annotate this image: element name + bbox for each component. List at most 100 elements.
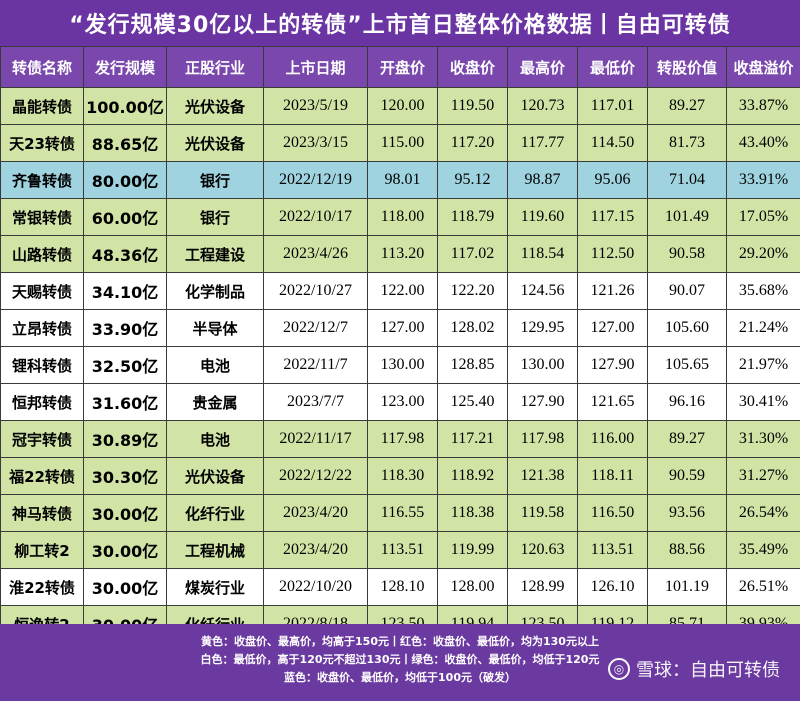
legend: 黄色：收盘价、最高价，均高于150元丨红色：收盘价、最低价，均为130元以上 白… [0,624,800,701]
table-cell: 89.27 [647,420,727,458]
table-cell: 130.00 [367,346,438,384]
legend-line-1: 黄色：收盘价、最高价，均高于150元丨红色：收盘价、最低价，均为130元以上 [201,635,599,648]
table-cell: 2023/4/20 [263,531,368,569]
table-cell: 95.12 [437,161,508,199]
table-cell: 96.16 [647,383,727,421]
column-header: 收盘溢价 [726,46,800,88]
table-cell: 2022/10/17 [263,198,368,236]
table-cell: 113.20 [367,235,438,273]
watermark: ◎ 雪球：自由可转债 [608,656,780,682]
table-cell: 122.00 [367,272,438,310]
table-cell: 33.87% [726,87,800,125]
table-cell: 121.65 [577,383,648,421]
data-table: 转债名称 发行规模 正股行业 上市日期 开盘价 收盘价 最高价 最低价 转股价值 收盘溢价 晶能转… [0,46,800,643]
table-cell: 101.49 [647,198,727,236]
table-cell: 光伏设备 [166,124,264,162]
watermark-text: 雪球：自由可转债 [636,660,780,681]
table-cell: 2023/3/15 [263,124,368,162]
table-cell: 31.60亿 [83,383,167,421]
table-cell: 工程机械 [166,531,264,569]
table-cell: 128.02 [437,309,508,347]
table-cell: 117.02 [437,235,508,273]
table-cell: 127.90 [507,383,578,421]
table-cell: 山路转债 [0,235,84,273]
table-cell: 34.10亿 [83,272,167,310]
table-cell: 105.60 [647,309,727,347]
table-cell: 26.54% [726,494,800,532]
table-cell: 128.85 [437,346,508,384]
table-cell: 118.38 [437,494,508,532]
table-cell: 100.00亿 [83,87,167,125]
column-header: 最高价 [507,46,578,88]
table-cell: 30.00亿 [83,494,167,532]
table-cell: 齐鲁转债 [0,161,84,199]
table-row: 天23转债 88.65亿 光伏设备 2023/3/15 115.00 117.20 117.… [0,124,800,162]
table-cell: 120.00 [367,87,438,125]
xueqiu-logo-icon: ◎ [608,658,630,680]
table-cell: 光伏设备 [166,457,264,495]
table-cell: 123.00 [367,383,438,421]
table-cell: 122.20 [437,272,508,310]
table-cell: 129.95 [507,309,578,347]
table-cell: 90.58 [647,235,727,273]
table-cell: 88.65亿 [83,124,167,162]
table-cell: 117.01 [577,87,648,125]
table-cell: 93.56 [647,494,727,532]
table-cell: 121.26 [577,272,648,310]
table-cell: 98.87 [507,161,578,199]
table-cell: 31.27% [726,457,800,495]
table-cell: 117.21 [437,420,508,458]
table-cell: 60.00亿 [83,198,167,236]
table-cell: 43.40% [726,124,800,162]
table-cell: 80.00亿 [83,161,167,199]
column-header: 转债名称 [0,46,84,88]
table-cell: 化学制品 [166,272,264,310]
table-row: 神马转债 30.00亿 化纤行业 2023/4/20 116.55 118.38 119.5… [0,494,800,532]
table-cell: 118.11 [577,457,648,495]
table-cell: 116.55 [367,494,438,532]
table-cell: 119.99 [437,531,508,569]
column-header: 最低价 [577,46,648,88]
table-cell: 116.50 [577,494,648,532]
table-cell: 128.99 [507,568,578,606]
table-cell: 晶能转债 [0,87,84,125]
table-cell: 117.98 [367,420,438,458]
table-cell: 71.04 [647,161,727,199]
table-cell: 光伏设备 [166,87,264,125]
table-cell: 112.50 [577,235,648,273]
table-cell: 30.00亿 [83,531,167,569]
table-cell: 48.36亿 [83,235,167,273]
table-cell: 115.00 [367,124,438,162]
header-row: 转债名称 发行规模 正股行业 上市日期 开盘价 收盘价 最高价 最低价 转股价值 收盘溢价 [0,46,800,88]
table-cell: 锂科转债 [0,346,84,384]
table-cell: 118.54 [507,235,578,273]
table-cell: 105.65 [647,346,727,384]
table-cell: 2023/4/26 [263,235,368,273]
table-cell: 88.56 [647,531,727,569]
table-cell: 33.90亿 [83,309,167,347]
table-cell: 127.90 [577,346,648,384]
table-cell: 130.00 [507,346,578,384]
table-cell: 128.10 [367,568,438,606]
table-cell: 124.56 [507,272,578,310]
column-header: 开盘价 [367,46,438,88]
table-cell: 31.30% [726,420,800,458]
table-cell: 2023/5/19 [263,87,368,125]
table-cell: 89.27 [647,87,727,125]
table-cell: 立昂转债 [0,309,84,347]
table-cell: 银行 [166,161,264,199]
table-cell: 90.07 [647,272,727,310]
table-cell: 90.59 [647,457,727,495]
table-cell: 119.50 [437,87,508,125]
table-cell: 21.24% [726,309,800,347]
table-cell: 127.00 [577,309,648,347]
table-row: 立昂转债 33.90亿 半导体 2022/12/7 127.00 128.02 129.95… [0,309,800,347]
table-cell: 福22转债 [0,457,84,495]
table-cell: 天赐转债 [0,272,84,310]
table-cell: 117.98 [507,420,578,458]
table-cell: 电池 [166,420,264,458]
table-cell: 2023/4/20 [263,494,368,532]
table-cell: 33.91% [726,161,800,199]
table-cell: 淮22转债 [0,568,84,606]
